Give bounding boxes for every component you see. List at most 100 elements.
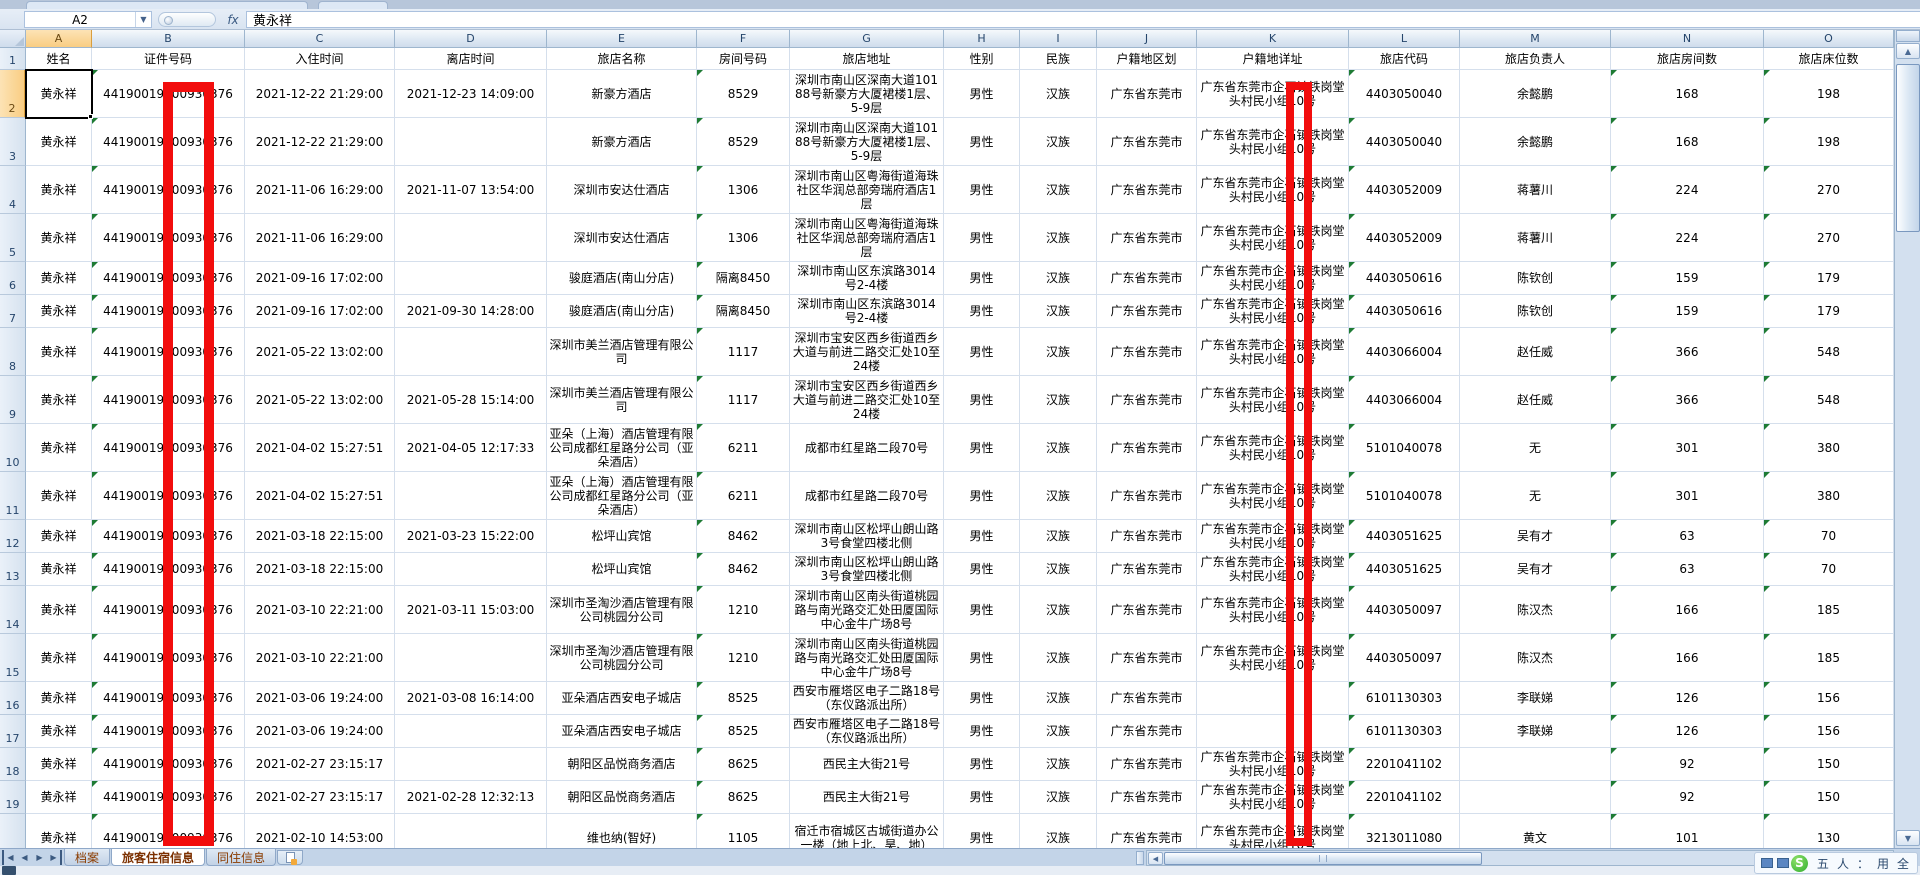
cell-K6[interactable]: 广东省东莞市企石镇铁岗堂头村民小组10号 <box>1197 262 1349 295</box>
cell-M6[interactable]: 陈钦创 <box>1460 262 1611 295</box>
cell-M13[interactable]: 吴有才 <box>1460 553 1611 586</box>
cell-H17[interactable]: 男性 <box>944 715 1020 748</box>
cell-I9[interactable]: 汉族 <box>1020 376 1097 424</box>
cell-E7[interactable]: 骏庭酒店(南山分店) <box>547 295 697 328</box>
cell-H7[interactable]: 男性 <box>944 295 1020 328</box>
cell-N11[interactable]: 301 <box>1611 472 1764 520</box>
insert-worksheet-tab[interactable] <box>277 850 304 865</box>
cell-M17[interactable]: 李联娣 <box>1460 715 1611 748</box>
cell-H18[interactable]: 男性 <box>944 748 1020 781</box>
row-header-8[interactable]: 8 <box>0 328 26 376</box>
cell-M10[interactable]: 无 <box>1460 424 1611 472</box>
row-header-4[interactable]: 4 <box>0 166 26 214</box>
column-header-H[interactable]: H <box>944 30 1020 48</box>
cell-I3[interactable]: 汉族 <box>1020 118 1097 166</box>
cell-L1[interactable]: 旅店代码 <box>1349 48 1460 70</box>
cell-N14[interactable]: 166 <box>1611 586 1764 634</box>
cell-E8[interactable]: 深圳市美兰酒店管理有限公司 <box>547 328 697 376</box>
next-sheet-icon[interactable]: ▶ <box>36 853 43 862</box>
cell-H19[interactable]: 男性 <box>944 781 1020 814</box>
ime-mode-item[interactable]: 人 <box>1836 856 1849 871</box>
cell-I15[interactable]: 汉族 <box>1020 634 1097 682</box>
cell-M20[interactable]: 黄文 <box>1460 814 1611 848</box>
sheet-tab-cohabit-info[interactable]: 同住信息 <box>206 849 277 866</box>
cell-J4[interactable]: 广东省东莞市 <box>1097 166 1197 214</box>
cell-A15[interactable]: 黄永祥 <box>26 634 92 682</box>
window-icon[interactable] <box>1776 858 1789 868</box>
cell-K11[interactable]: 广东省东莞市企石镇铁岗堂头村民小组10号 <box>1197 472 1349 520</box>
cell-O9[interactable]: 548 <box>1764 376 1894 424</box>
cell-N13[interactable]: 63 <box>1611 553 1764 586</box>
insert-function-icon[interactable]: fx <box>227 12 239 27</box>
cell-O12[interactable]: 70 <box>1764 520 1894 553</box>
cell-G6[interactable]: 深圳市南山区东滨路3014号2-4楼 <box>790 262 944 295</box>
cell-E14[interactable]: 深圳市圣淘沙酒店管理有限公司桃园分公司 <box>547 586 697 634</box>
cell-H3[interactable]: 男性 <box>944 118 1020 166</box>
cell-A11[interactable]: 黄永祥 <box>26 472 92 520</box>
first-sheet-icon[interactable]: ◀ <box>2 850 17 865</box>
cell-C10[interactable]: 2021-04-02 15:27:51 <box>245 424 395 472</box>
column-header-F[interactable]: F <box>697 30 790 48</box>
cell-N17[interactable]: 126 <box>1611 715 1764 748</box>
cell-C20[interactable]: 2021-02-10 14:53:00 <box>245 814 395 848</box>
row-header-3[interactable]: 3 <box>0 118 26 166</box>
vertical-split-handle[interactable] <box>1896 30 1920 42</box>
cell-M19[interactable] <box>1460 781 1611 814</box>
cell-D1[interactable]: 离店时间 <box>395 48 547 70</box>
cell-K19[interactable]: 广东省东莞市企石镇铁岗堂头村民小组10号 <box>1197 781 1349 814</box>
cell-F16[interactable]: 8525 <box>697 682 790 715</box>
cell-O10[interactable]: 380 <box>1764 424 1894 472</box>
cell-E12[interactable]: 松坪山宾馆 <box>547 520 697 553</box>
cell-E13[interactable]: 松坪山宾馆 <box>547 553 697 586</box>
cell-C6[interactable]: 2021-09-16 17:02:00 <box>245 262 395 295</box>
cell-E6[interactable]: 骏庭酒店(南山分店) <box>547 262 697 295</box>
sheet-tab-archive[interactable]: 档案 <box>64 849 111 866</box>
cell-D20[interactable] <box>395 814 547 848</box>
ime-mode-item[interactable]: ： <box>1856 856 1869 871</box>
cell-E9[interactable]: 深圳市美兰酒店管理有限公司 <box>547 376 697 424</box>
cell-N1[interactable]: 旅店房间数 <box>1611 48 1764 70</box>
cell-D8[interactable] <box>395 328 547 376</box>
cell-O4[interactable]: 270 <box>1764 166 1894 214</box>
cell-F13[interactable]: 8462 <box>697 553 790 586</box>
cell-L13[interactable]: 4403051625 <box>1349 553 1460 586</box>
cell-G12[interactable]: 深圳市南山区松坪山朗山路3号食堂四楼北侧 <box>790 520 944 553</box>
cell-K9[interactable]: 广东省东莞市企石镇铁岗堂头村民小组10号 <box>1197 376 1349 424</box>
row-header-2[interactable]: 2 <box>0 70 26 118</box>
column-header-C[interactable]: C <box>245 30 395 48</box>
column-header-J[interactable]: J <box>1097 30 1197 48</box>
cell-I4[interactable]: 汉族 <box>1020 166 1097 214</box>
cell-N6[interactable]: 159 <box>1611 262 1764 295</box>
cell-J9[interactable]: 广东省东莞市 <box>1097 376 1197 424</box>
cell-G18[interactable]: 西民主大街21号 <box>790 748 944 781</box>
row-header-13[interactable]: 13 <box>0 553 26 586</box>
cell-F10[interactable]: 6211 <box>697 424 790 472</box>
cell-M15[interactable]: 陈汉杰 <box>1460 634 1611 682</box>
cell-M14[interactable]: 陈汉杰 <box>1460 586 1611 634</box>
cell-G1[interactable]: 旅店地址 <box>790 48 944 70</box>
column-header-A[interactable]: A <box>26 30 92 48</box>
column-header-B[interactable]: B <box>92 30 245 48</box>
cell-N19[interactable]: 92 <box>1611 781 1764 814</box>
cell-J13[interactable]: 广东省东莞市 <box>1097 553 1197 586</box>
cell-A16[interactable]: 黄永祥 <box>26 682 92 715</box>
cell-D3[interactable] <box>395 118 547 166</box>
cell-H13[interactable]: 男性 <box>944 553 1020 586</box>
cell-A12[interactable]: 黄永祥 <box>26 520 92 553</box>
cell-D13[interactable] <box>395 553 547 586</box>
cell-H16[interactable]: 男性 <box>944 682 1020 715</box>
cell-E15[interactable]: 深圳市圣淘沙酒店管理有限公司桃园分公司 <box>547 634 697 682</box>
cell-F14[interactable]: 1210 <box>697 586 790 634</box>
ime-mode-item[interactable]: 全 <box>1896 856 1909 871</box>
cell-J11[interactable]: 广东省东莞市 <box>1097 472 1197 520</box>
horizontal-split-handle[interactable] <box>1136 851 1144 865</box>
name-box[interactable]: A2 ▼ <box>24 11 152 28</box>
cell-H6[interactable]: 男性 <box>944 262 1020 295</box>
cell-G16[interactable]: 西安市雁塔区电子二路18号（东仪路派出所） <box>790 682 944 715</box>
row-header-9[interactable]: 9 <box>0 376 26 424</box>
cell-N15[interactable]: 166 <box>1611 634 1764 682</box>
row-header-7[interactable]: 7 <box>0 295 26 328</box>
cell-A5[interactable]: 黄永祥 <box>26 214 92 262</box>
cell-G20[interactable]: 宿迁市宿城区古城街道办公一楼（地上北、昊、地） <box>790 814 944 848</box>
cell-N4[interactable]: 224 <box>1611 166 1764 214</box>
